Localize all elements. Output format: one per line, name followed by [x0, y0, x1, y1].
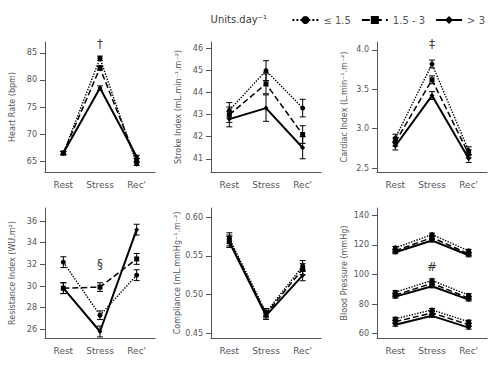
svg-text:60: 60: [359, 329, 369, 338]
svg-text:≤ 1.5: ≤ 1.5: [323, 15, 350, 26]
svg-text:Rec': Rec': [293, 180, 312, 190]
svg-text:Compliance (mL.mmHg⁻¹.m⁻²): Compliance (mL.mmHg⁻¹.m⁻²): [173, 212, 182, 335]
svg-text:Stress: Stress: [252, 180, 280, 190]
svg-text:36: 36: [27, 217, 37, 226]
svg-text:Rec': Rec': [127, 180, 146, 190]
svg-text:80: 80: [27, 75, 37, 84]
svg-text:Stress: Stress: [418, 180, 446, 190]
svg-text:Units.day⁻¹: Units.day⁻¹: [211, 14, 267, 25]
svg-text:46: 46: [193, 44, 203, 53]
svg-text:Rest: Rest: [54, 346, 74, 356]
svg-text:Stress: Stress: [252, 346, 280, 356]
svg-text:45: 45: [193, 66, 203, 75]
svg-text:Heart Rate (bpm): Heart Rate (bpm): [8, 72, 17, 142]
svg-text:Rest: Rest: [386, 180, 406, 190]
svg-text:85: 85: [27, 48, 37, 57]
svg-text:†: †: [97, 37, 103, 51]
svg-text:0.45: 0.45: [185, 329, 203, 338]
svg-text:Stress: Stress: [86, 346, 114, 356]
svg-text:Rec': Rec': [293, 346, 312, 356]
svg-text:41: 41: [193, 154, 203, 163]
svg-text:120: 120: [354, 240, 369, 249]
svg-text:#: #: [427, 260, 437, 274]
svg-text:Rec': Rec': [459, 180, 478, 190]
svg-text:4.0: 4.0: [356, 45, 369, 54]
svg-text:> 3: > 3: [467, 15, 485, 26]
svg-text:0.50: 0.50: [185, 290, 203, 299]
svg-text:Stress: Stress: [86, 180, 114, 190]
svg-text:3.0: 3.0: [356, 124, 369, 133]
svg-text:Blood Pressure (mmHg): Blood Pressure (mmHg): [340, 226, 349, 321]
svg-text:3.5: 3.5: [356, 85, 369, 94]
svg-text:100: 100: [354, 270, 369, 279]
svg-text:2.5: 2.5: [356, 164, 369, 173]
svg-text:80: 80: [359, 300, 369, 309]
svg-text:140: 140: [354, 211, 369, 220]
svg-text:44: 44: [193, 88, 203, 97]
svg-text:Rec': Rec': [127, 346, 146, 356]
svg-text:0.60: 0.60: [185, 213, 203, 222]
svg-text:30: 30: [27, 282, 37, 291]
svg-text:65: 65: [27, 157, 37, 166]
svg-text:‡: ‡: [429, 37, 435, 51]
svg-text:43: 43: [193, 110, 203, 119]
svg-text:32: 32: [27, 260, 37, 269]
svg-text:42: 42: [193, 132, 203, 141]
svg-text:1.5 - 3: 1.5 - 3: [393, 15, 425, 26]
svg-text:Rest: Rest: [54, 180, 74, 190]
svg-text:Cardiac Index (L.min⁻¹.m⁻²): Cardiac Index (L.min⁻¹.m⁻²): [340, 52, 349, 163]
svg-text:70: 70: [27, 130, 37, 139]
svg-text:Stress: Stress: [418, 346, 446, 356]
svg-text:28: 28: [27, 303, 37, 312]
svg-text:Rest: Rest: [386, 346, 406, 356]
svg-text:0.55: 0.55: [185, 251, 203, 260]
svg-text:Rest: Rest: [220, 346, 240, 356]
svg-text:26: 26: [27, 325, 37, 334]
svg-text:Rest: Rest: [220, 180, 240, 190]
svg-text:Rec': Rec': [459, 346, 478, 356]
svg-text:Stroke Index (mL.min⁻¹.m⁻²): Stroke Index (mL.min⁻¹.m⁻²): [174, 50, 183, 164]
svg-text:34: 34: [27, 238, 37, 247]
svg-text:Resistance Index (WU.m²): Resistance Index (WU.m²): [8, 221, 17, 325]
svg-text:§: §: [97, 257, 103, 271]
svg-text:75: 75: [27, 103, 37, 112]
